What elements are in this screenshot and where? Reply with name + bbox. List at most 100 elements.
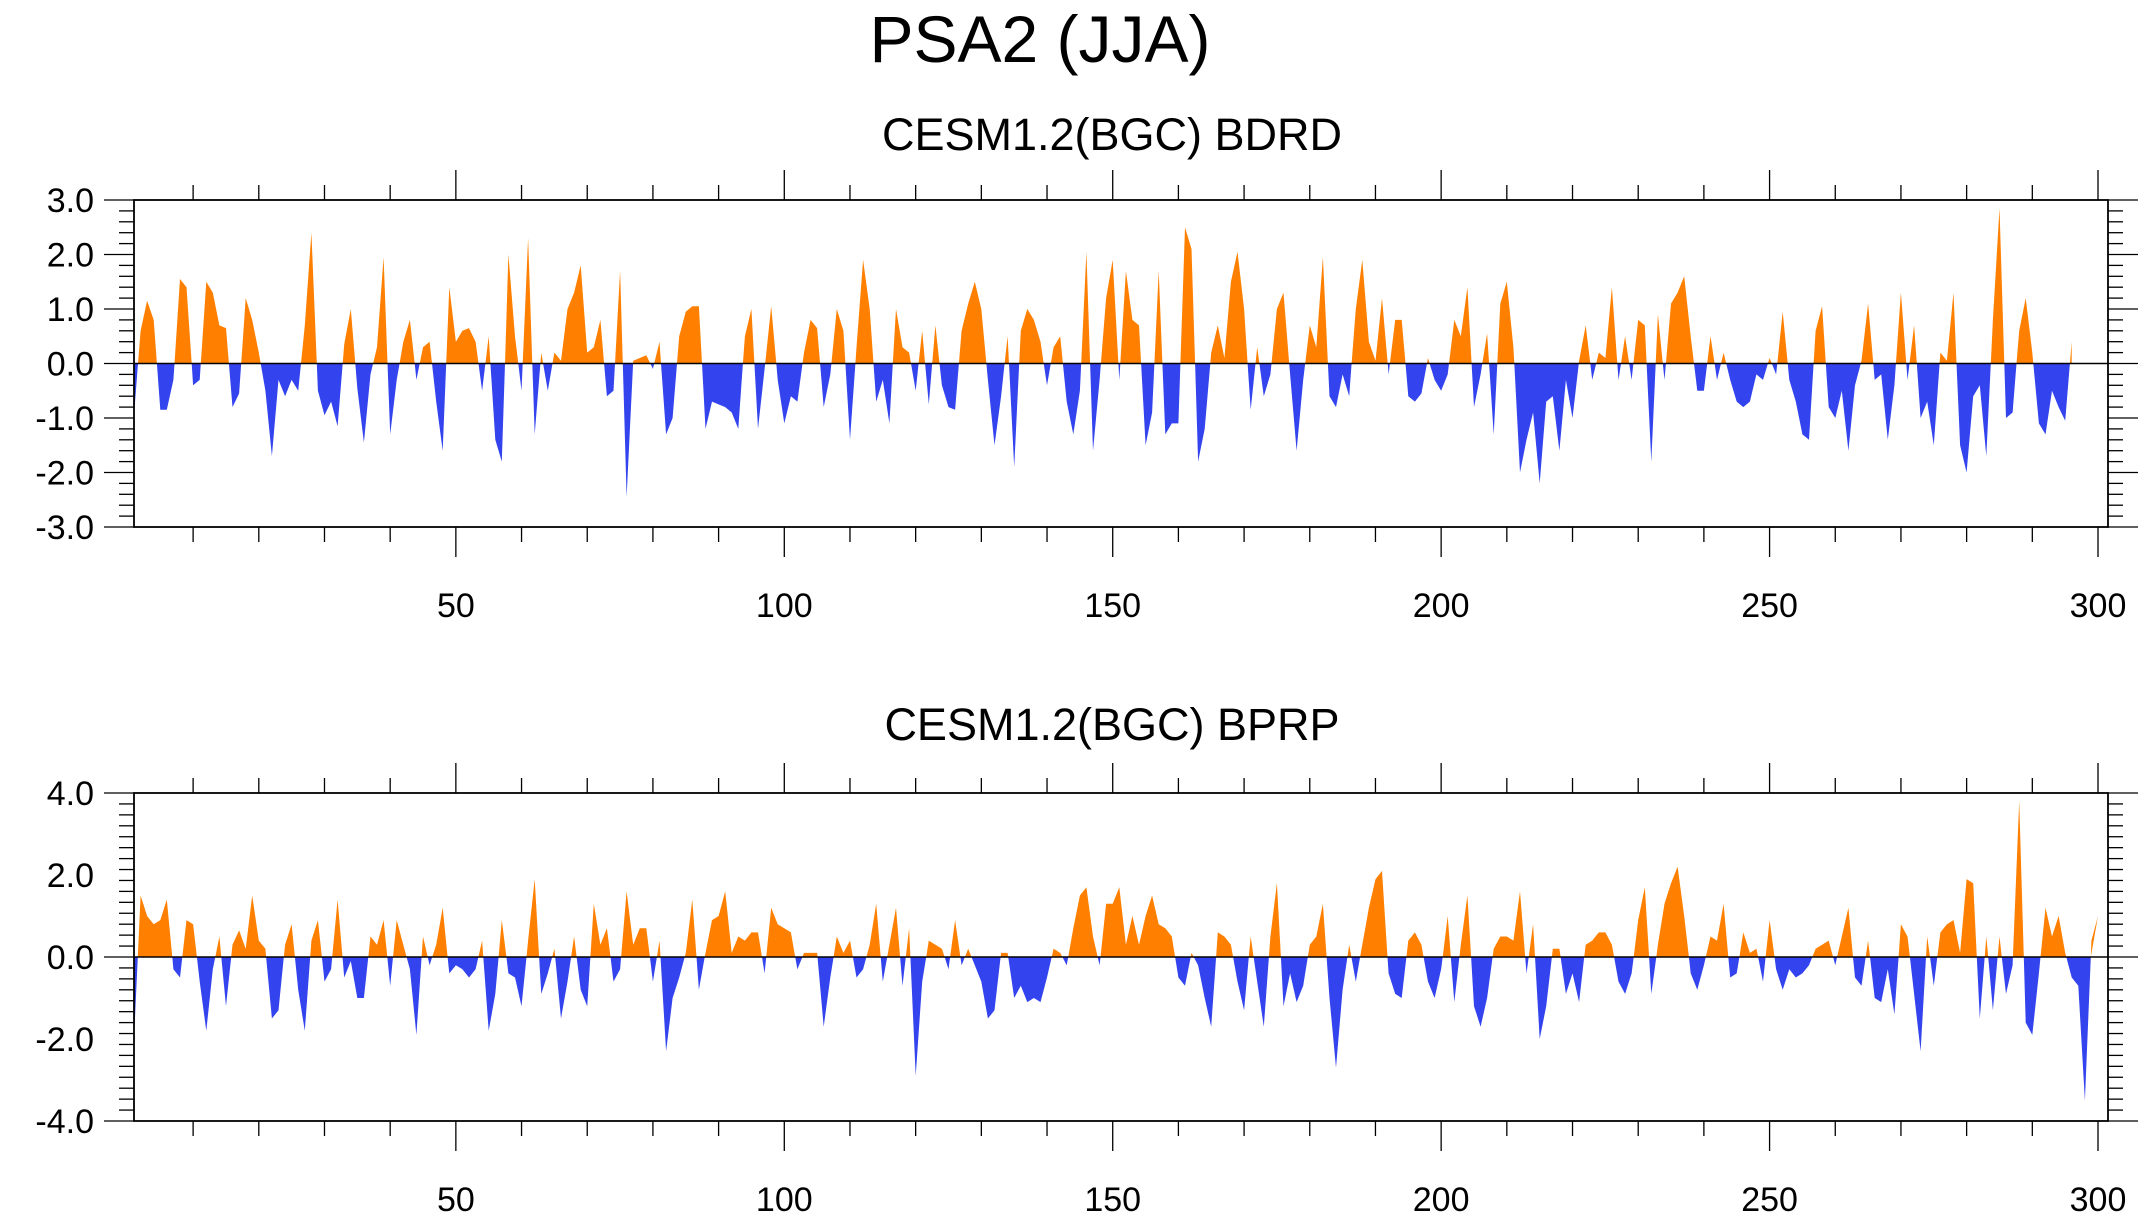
negative-area	[900, 957, 906, 986]
negative-area	[1429, 363, 1449, 391]
y-tick-label: 3.0	[47, 182, 94, 220]
positive-area	[1180, 227, 1196, 364]
positive-area	[802, 952, 818, 957]
positive-area	[1777, 311, 1788, 364]
positive-area	[1767, 358, 1772, 364]
negative-area	[1728, 957, 1740, 978]
positive-area	[2016, 298, 2034, 364]
negative-area	[911, 363, 919, 391]
negative-area	[539, 957, 553, 994]
positive-area	[174, 279, 192, 364]
positive-area	[1596, 287, 1618, 364]
positive-area	[1154, 270, 1163, 364]
positive-area	[766, 907, 796, 957]
positive-area	[1068, 887, 1098, 957]
negative-area	[156, 363, 175, 410]
y-tick-label: -3.0	[35, 509, 94, 547]
positive-area	[1482, 333, 1490, 364]
negative-area	[1387, 363, 1390, 375]
positive-area	[421, 936, 428, 957]
x-tick-label: 250	[1741, 1181, 1798, 1219]
positive-area	[2012, 801, 2024, 957]
negative-area	[1471, 957, 1493, 1027]
positive-area	[1655, 314, 1663, 364]
negative-area	[2004, 363, 2017, 418]
negative-area	[1906, 363, 1910, 380]
axes	[104, 170, 2138, 557]
panel-bdrd: CESM1.2(BGC) BDRD -3.0 -2.0 -1.0 0.0 1.0 2.0 3…	[35, 109, 2138, 625]
positive-area	[1360, 870, 1388, 957]
positive-area	[478, 940, 484, 957]
positive-area	[1427, 358, 1430, 364]
y-tick-label: 4.0	[47, 775, 94, 813]
positive-area	[1100, 259, 1119, 364]
negative-area	[1976, 957, 1985, 1019]
panel-title: CESM1.2(BGC) BDRD	[882, 109, 1342, 160]
negative-area	[2001, 957, 2013, 994]
negative-area	[478, 363, 486, 391]
series-fills	[134, 208, 2072, 497]
negative-area	[1525, 957, 1529, 974]
negative-area	[1560, 957, 1585, 1003]
negative-area	[649, 957, 657, 982]
positive-area	[540, 352, 544, 364]
positive-area	[571, 936, 577, 957]
positive-area	[419, 341, 432, 364]
y-tick-label: -2.0	[35, 1021, 94, 1059]
positive-area	[485, 336, 491, 364]
positive-area	[1984, 936, 1989, 957]
negative-area	[1289, 363, 1306, 451]
positive-area	[332, 899, 343, 957]
x-tick-label: 150	[1084, 1181, 1141, 1219]
positive-area	[522, 238, 533, 364]
negative-area	[406, 957, 422, 1035]
negative-area	[427, 957, 433, 966]
negative-area	[1351, 957, 1361, 982]
negative-area	[1175, 957, 1191, 986]
negative-area	[1062, 957, 1069, 966]
positive-area	[552, 948, 556, 957]
positive-area	[742, 309, 755, 364]
negative-area	[1956, 363, 1991, 473]
axis-labels: -4.0 -2.0 0.0 2.0 4.0 50 100 150 200 250 300	[35, 775, 2126, 1219]
negative-area	[1259, 363, 1272, 397]
negative-area	[944, 957, 951, 970]
y-tick-label: -1.0	[35, 400, 94, 438]
positive-area	[1860, 303, 1874, 364]
negative-area	[221, 957, 232, 1007]
negative-area	[1118, 363, 1121, 380]
y-tick-label: 1.0	[47, 291, 94, 329]
negative-area	[1090, 363, 1101, 451]
positive-area	[1051, 948, 1063, 957]
negative-area	[1614, 957, 1634, 994]
negative-area	[650, 363, 655, 369]
x-tick-label: 50	[437, 587, 475, 625]
negative-area	[172, 957, 183, 978]
positive-area	[932, 325, 940, 364]
negative-area	[702, 363, 743, 429]
positive-area	[2040, 907, 2067, 957]
positive-area	[393, 920, 407, 957]
positive-area	[1895, 292, 1907, 364]
negative-area	[555, 957, 572, 1019]
positive-area	[887, 907, 901, 957]
positive-area	[368, 920, 388, 957]
positive-area	[1656, 866, 1689, 957]
positive-area	[1305, 257, 1328, 364]
positive-area	[1909, 325, 1917, 364]
positive-area	[765, 306, 777, 364]
negative-area	[196, 957, 216, 1031]
positive-area	[1081, 251, 1091, 364]
negative-area	[134, 363, 138, 416]
y-tick-label: 2.0	[47, 237, 94, 275]
negative-area	[1853, 957, 1866, 986]
y-tick-label: 0.0	[47, 939, 94, 977]
negative-area	[661, 363, 677, 435]
positive-area	[138, 300, 157, 364]
positive-area	[1406, 932, 1424, 957]
negative-area	[1489, 363, 1498, 435]
positive-area	[2069, 341, 2072, 364]
positive-area	[1307, 903, 1327, 957]
positive-area	[1271, 292, 1290, 364]
positive-area	[1739, 932, 1759, 957]
